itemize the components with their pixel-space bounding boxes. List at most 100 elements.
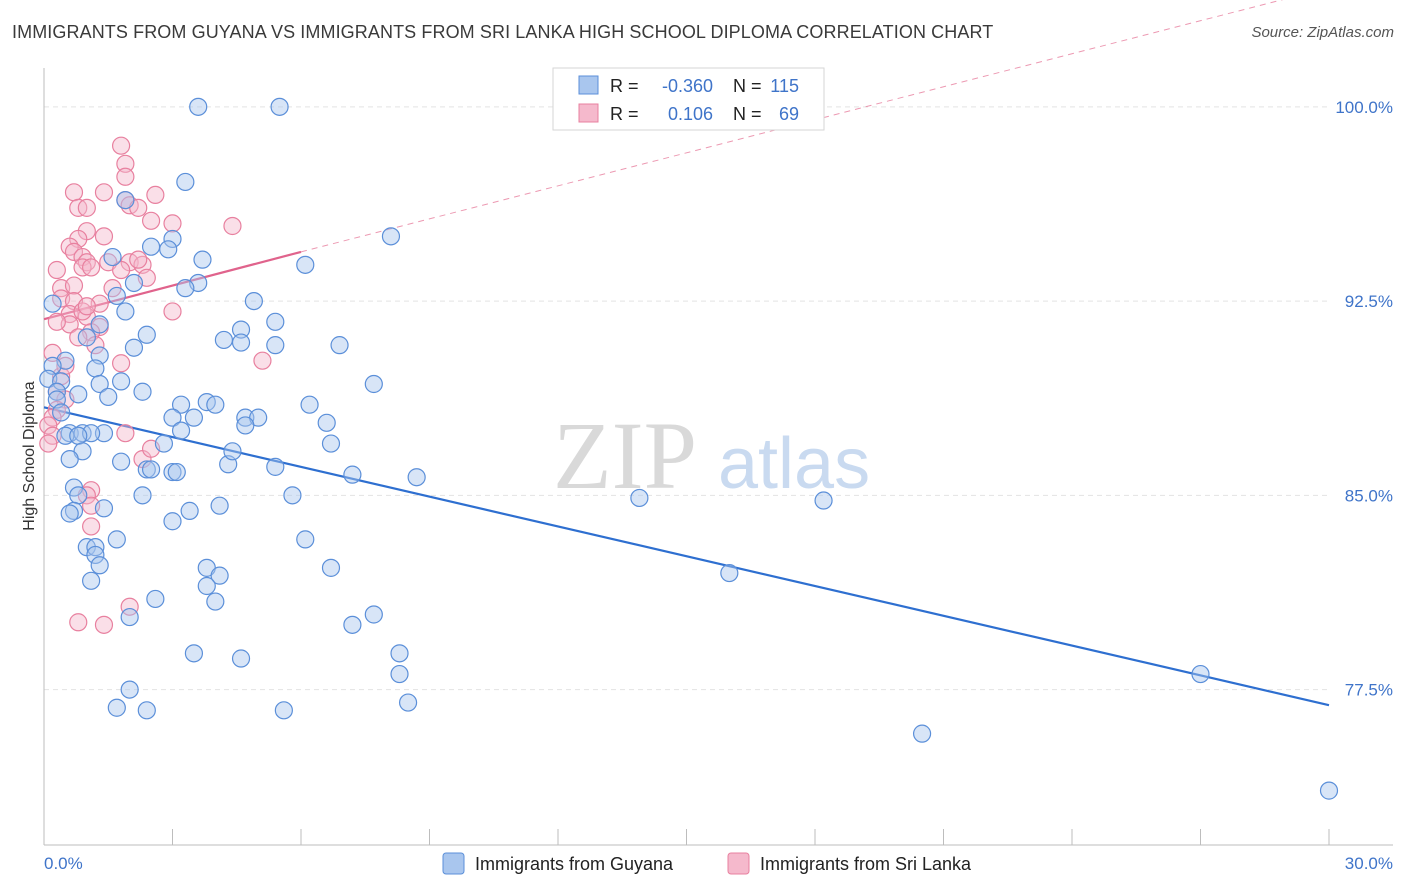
srilanka-point <box>82 517 101 536</box>
guyana-point <box>390 664 409 684</box>
guyana-point <box>364 374 383 394</box>
srilanka-point <box>120 597 139 616</box>
srilanka-point <box>116 154 135 173</box>
guyana-point <box>69 486 88 505</box>
guyana-point <box>137 460 156 479</box>
guyana-point <box>69 426 88 445</box>
guyana-point <box>231 649 251 668</box>
guyana-point <box>176 172 195 192</box>
guyana-point <box>133 486 152 505</box>
guyana-point <box>137 325 156 344</box>
guyana-point <box>133 382 152 401</box>
srilanka-point <box>223 216 242 236</box>
guyana-point <box>86 538 105 557</box>
guyana-point <box>86 545 105 565</box>
guyana-n-label: N = <box>733 76 762 96</box>
guyana-point <box>107 698 126 717</box>
y-tick-label: 85.0% <box>1345 486 1393 505</box>
guyana-point <box>184 408 204 427</box>
guyana-point <box>154 434 174 453</box>
guyana-point <box>720 563 739 583</box>
guyana-point <box>146 589 165 609</box>
guyana-point <box>193 250 212 269</box>
guyana-point <box>163 408 182 427</box>
guyana-point <box>137 701 156 720</box>
guyana-point <box>52 403 71 422</box>
srilanka-point <box>39 434 58 453</box>
guyana-point <box>99 387 118 407</box>
guyana-point <box>94 499 114 518</box>
guyana-point <box>60 449 79 469</box>
guyana-point <box>317 413 336 432</box>
guyana-point <box>210 496 229 515</box>
guyana-point <box>141 237 161 256</box>
srilanka-point <box>111 354 131 373</box>
guyana-point <box>343 465 362 484</box>
guyana-point <box>103 247 122 267</box>
guyana-point <box>223 442 242 461</box>
guyana-point <box>274 701 293 720</box>
guyana-point <box>321 558 341 577</box>
legend-srilanka-icon[interactable] <box>727 852 750 875</box>
guyana-point <box>171 395 191 414</box>
srilanka-n-value: 69 <box>779 104 799 124</box>
guyana-point <box>343 615 362 634</box>
legend-guyana-icon[interactable] <box>442 852 465 875</box>
legend-srilanka-label[interactable]: Immigrants from Sri Lanka <box>760 854 972 874</box>
chart-title: IMMIGRANTS FROM GUYANA VS IMMIGRANTS FRO… <box>12 22 994 42</box>
guyana-r-label: R = <box>610 76 639 96</box>
guyana-point <box>107 530 126 549</box>
srilanka-swatch-icon <box>578 103 599 123</box>
guyana-point <box>90 315 109 334</box>
guyana-point <box>116 190 135 210</box>
guyana-n-value: 115 <box>770 76 799 96</box>
srilanka-point <box>163 214 182 233</box>
guyana-r-value: -0.360 <box>662 76 713 96</box>
data-points <box>39 97 1339 800</box>
guyana-point <box>124 338 144 357</box>
guyana-point <box>159 240 178 259</box>
guyana-point <box>111 452 131 471</box>
guyana-point <box>141 460 161 479</box>
srilanka-point <box>77 297 96 316</box>
srilanka-point <box>163 302 182 321</box>
watermark-zip: ZIP <box>553 402 697 509</box>
guyana-point <box>120 607 139 627</box>
legend-guyana-label[interactable]: Immigrants from Guyana <box>475 854 674 874</box>
guyana-point <box>296 255 315 274</box>
guyana-point <box>244 292 263 311</box>
x-tick-label-min: 0.0% <box>44 854 83 873</box>
guyana-point <box>266 312 285 331</box>
guyana-point <box>52 372 71 391</box>
guyana-point <box>236 416 255 435</box>
y-tick-label: 100.0% <box>1335 98 1393 117</box>
srilanka-point <box>94 227 114 246</box>
series-legend: Immigrants from Guyana Immigrants from S… <box>442 852 972 875</box>
srilanka-point <box>77 198 96 217</box>
stats-legend: R = -0.360 N = 115 R = 0.106 N = 69 <box>552 67 825 131</box>
srilanka-point <box>64 276 84 295</box>
guyana-point <box>176 279 195 298</box>
guyana-point <box>381 227 401 246</box>
srilanka-point <box>116 424 135 443</box>
guyana-point <box>163 512 182 531</box>
y-axis-title: High School Diploma <box>21 381 38 531</box>
source-label[interactable]: Source: ZipAtlas.com <box>1251 24 1394 41</box>
srilanka-point <box>253 351 272 370</box>
axes <box>43 68 1393 846</box>
watermark-atlas: atlas <box>718 424 870 504</box>
x-tick-label-max: 30.0% <box>1345 854 1393 873</box>
srilanka-point <box>129 250 148 269</box>
guyana-point <box>197 576 216 596</box>
guyana-trend-line <box>43 406 1330 707</box>
guyana-point <box>107 286 126 306</box>
guyana-point <box>43 294 62 313</box>
y-tick-labels: 77.5% 85.0% 92.5% 100.0% <box>1335 98 1393 700</box>
guyana-point <box>321 434 341 453</box>
grid-lines <box>44 106 1329 691</box>
guyana-point <box>300 395 319 414</box>
guyana-point <box>120 680 139 699</box>
srilanka-point <box>82 258 101 277</box>
guyana-point <box>630 488 649 508</box>
srilanka-point <box>64 183 84 202</box>
